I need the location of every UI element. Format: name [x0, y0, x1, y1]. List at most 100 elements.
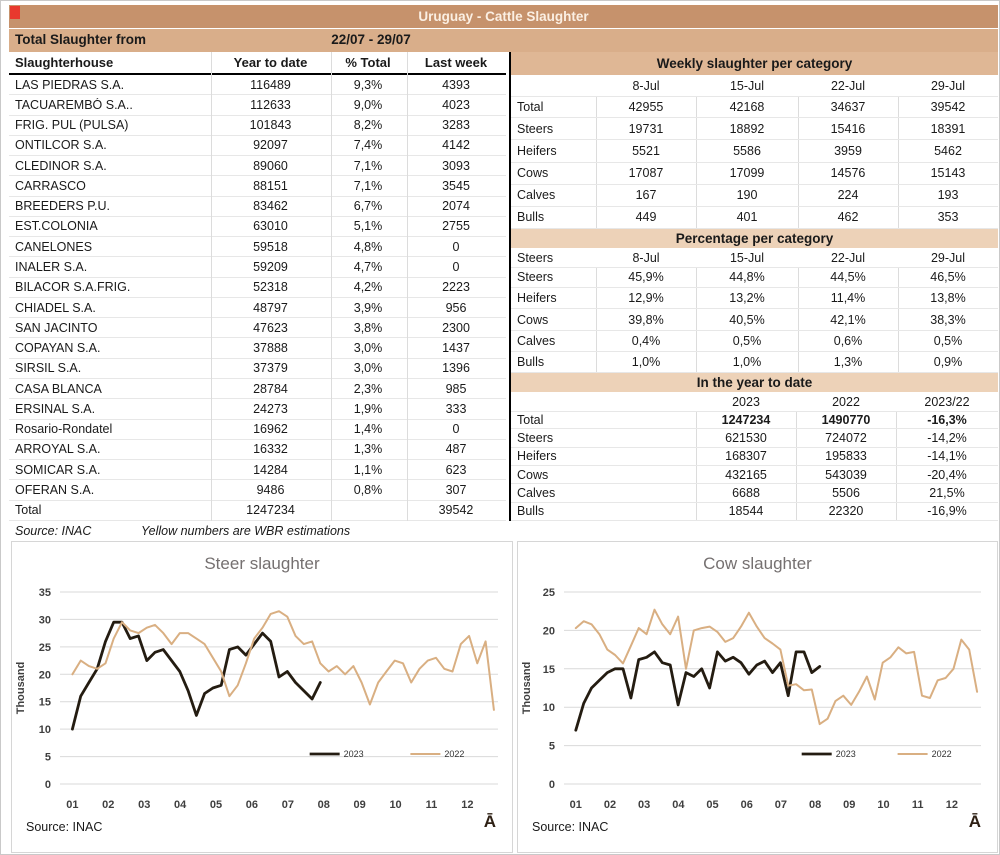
cell-value: 621530 [725, 430, 767, 445]
svg-text:08: 08 [318, 799, 330, 811]
cell-value: 101843 [249, 118, 292, 133]
subheader-date-range: 22/07 - 29/07 [331, 32, 411, 47]
row-label: Calves [517, 333, 556, 348]
cell-value: 15416 [830, 121, 866, 136]
cell-value: 1,3% [833, 354, 863, 369]
table-row: Total 1247234 1490770 -16,3% [511, 411, 998, 430]
cell-value: 195833 [825, 449, 867, 464]
svg-text:0: 0 [45, 779, 51, 791]
cell-value: 7,1% [353, 178, 383, 193]
cell-value: 333 [445, 401, 467, 416]
cell-value: -14,1% [927, 449, 967, 464]
cell-value: 2755 [442, 219, 470, 234]
cell-value: 3,0% [353, 361, 383, 376]
table-row: Bulls 18544 22320 -16,9% [511, 503, 998, 521]
cell-value: 4,7% [353, 260, 383, 275]
cell-value: 432165 [725, 467, 767, 482]
row-label: SOMICAR S.A. [15, 462, 101, 477]
row-label: Calves [517, 188, 556, 203]
cell-value: 44,5% [830, 270, 866, 285]
svg-text:30: 30 [39, 614, 51, 626]
svg-text:12: 12 [946, 799, 958, 811]
column-separator [798, 75, 799, 229]
steer-chart-title: Steer slaughter [204, 554, 320, 573]
subheader-label: Total Slaughter from [15, 32, 147, 47]
cell-value: 1,9% [353, 401, 383, 416]
svg-text:20: 20 [39, 669, 51, 681]
cell-value: 623 [445, 462, 467, 477]
svg-text:20: 20 [543, 625, 555, 637]
cell-value: 42,1% [830, 312, 866, 327]
column-separator [898, 248, 899, 373]
ytd-year-header: 2023 2022 2023/22 [511, 392, 998, 412]
cell-value: 40,5% [729, 312, 765, 327]
svg-text:02: 02 [604, 799, 616, 811]
table-row: Heifers 5521 5586 3959 5462 [511, 140, 998, 163]
cell-value: 89060 [253, 158, 288, 173]
table-row: Bulls 1,0% 1,0% 1,3% 0,9% [511, 352, 998, 374]
row-label: Bulls [517, 210, 545, 225]
cell-value: 116489 [250, 77, 291, 92]
svg-text:5: 5 [549, 741, 555, 753]
weekly-date-header: 8-Jul 15-Jul 22-Jul 29-Jul [511, 75, 998, 97]
cell-value: -16,3% [927, 412, 967, 427]
col-slaughterhouse: Slaughterhouse [15, 55, 114, 70]
column-separator [596, 75, 597, 229]
source-note: Source: INAC [15, 524, 92, 538]
table-row: ONTILCOR S.A. 92097 7,4% 4142 [9, 136, 506, 157]
date-col: 22-Jul [830, 250, 866, 265]
row-label: ONTILCOR S.A. [15, 138, 107, 153]
row-label: Rosario-Rondatel [15, 422, 113, 437]
cell-value: 37888 [253, 341, 288, 356]
table-row: Total 1247234 39542 [9, 501, 506, 521]
table-row: TACUAREMBÓ S.A.. 112633 9,0% 4023 [9, 95, 506, 116]
row-label: Heifers [517, 291, 557, 306]
slaughterhouse-table: LAS PIEDRAS S.A. 116489 9,3% 4393 TACUAREMBÓ… [9, 75, 506, 521]
cell-value: 22320 [828, 504, 864, 519]
cell-value: 1,4% [353, 422, 383, 437]
row-label: BILACOR S.A.FRIG. [15, 280, 131, 295]
row-label: ARROYAL S.A. [15, 442, 101, 457]
cell-value: 48797 [253, 300, 288, 315]
ytd-section-title: In the year to date [696, 375, 813, 390]
cell-value: 24273 [253, 401, 288, 416]
cell-value: 42168 [729, 99, 765, 114]
table-row: COPAYAN S.A. 37888 3,0% 1437 [9, 338, 506, 359]
table-row: INALER S.A. 59209 4,7% 0 [9, 257, 506, 278]
column-separator [898, 75, 899, 229]
year-col: 2023 [732, 394, 760, 409]
date-col: 15-Jul [729, 250, 765, 265]
table-row: Calves 0,4% 0,5% 0,6% 0,5% [511, 331, 998, 352]
chart-source: Source: INAC [532, 820, 609, 834]
cell-value: 44,8% [729, 270, 765, 285]
table-row: Rosario-Rondatel 16962 1,4% 0 [9, 420, 506, 440]
column-separator [696, 75, 697, 229]
cell-value: 8,2% [353, 118, 383, 133]
table-row: Heifers 12,9% 13,2% 11,4% 13,8% [511, 288, 998, 310]
brand-logo: Ā [968, 812, 981, 831]
cell-value: 92097 [253, 138, 288, 153]
svg-text:Thousand: Thousand [521, 662, 533, 715]
cell-value: 0,6% [833, 333, 863, 348]
cell-value: 14284 [253, 462, 288, 477]
table-row: CARRASCO 88151 7,1% 3545 [9, 176, 506, 197]
cell-value: 6688 [732, 485, 760, 500]
column-separator [331, 52, 332, 521]
table-row: OFERAN S.A. 9486 0,8% 307 [9, 480, 506, 501]
cell-value: 724072 [825, 430, 867, 445]
row-label: CARRASCO [15, 178, 86, 193]
cell-value: 9486 [256, 482, 285, 497]
svg-text:05: 05 [706, 799, 718, 811]
percentage-section-header: Percentage per category [511, 229, 998, 248]
report-title-bar: Uruguay - Cattle Slaughter [9, 5, 998, 28]
cell-value: 0 [452, 260, 460, 275]
left-table-header: Slaughterhouse Year to date % Total Last… [9, 52, 506, 73]
svg-text:0: 0 [549, 779, 555, 791]
cell-value: 52318 [253, 280, 288, 295]
row-label: Steers [517, 430, 554, 445]
table-row: Steers 45,9% 44,8% 44,5% 46,5% [511, 267, 998, 289]
cell-value: 17099 [729, 166, 765, 181]
cell-value: -14,2% [927, 430, 967, 445]
cell-value: 16332 [253, 442, 288, 457]
cell-value: 59518 [253, 239, 288, 254]
